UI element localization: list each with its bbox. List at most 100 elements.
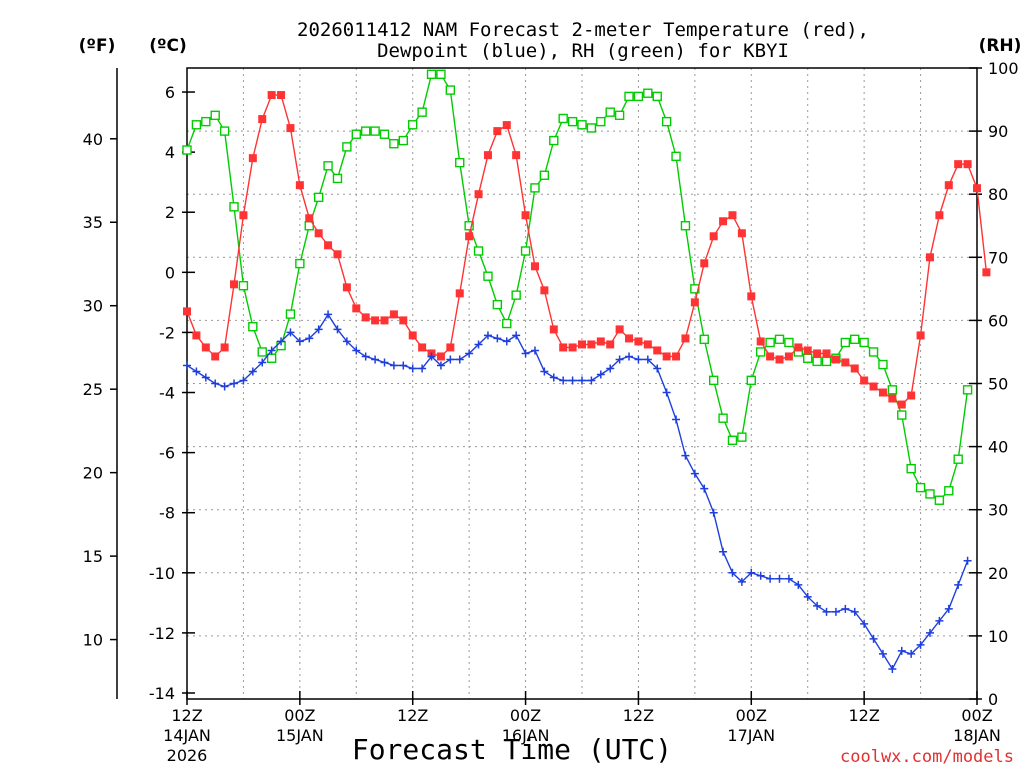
- dewpoint-point: [963, 556, 972, 565]
- temperature-point: [502, 121, 511, 130]
- dewpoint-point: [728, 568, 737, 577]
- temperature-point: [230, 280, 239, 289]
- dewpoint-point: [756, 571, 765, 580]
- rh-point: [549, 135, 559, 146]
- dewpoint-point: [775, 574, 784, 583]
- rh-point: [539, 170, 550, 180]
- temperature-point: [286, 124, 295, 133]
- temperature-point: [737, 229, 746, 238]
- rh-point: [182, 145, 192, 155]
- rh-point: [718, 413, 728, 423]
- dewpoint-point: [709, 508, 718, 517]
- rh-point: [492, 299, 503, 310]
- temperature-point: [465, 232, 474, 241]
- dewpoint-point: [352, 346, 361, 355]
- dewpoint-point: [530, 346, 539, 355]
- x-tick-label-date: 15JAN: [276, 726, 324, 745]
- temperature-point: [681, 334, 690, 343]
- dewpoint-point: [286, 328, 295, 337]
- dewpoint-point: [690, 469, 699, 478]
- dewpoint-point: [634, 355, 643, 364]
- temperature-point: [314, 229, 323, 238]
- dewpoint-point: [408, 364, 417, 373]
- rh-point: [727, 435, 738, 445]
- dewpoint-point: [813, 601, 822, 610]
- x-tick-label-date: 17JAN: [727, 726, 775, 745]
- dewpoint-point: [596, 370, 605, 379]
- temperature-point: [747, 292, 756, 301]
- dewpoint-point: [578, 376, 586, 385]
- dewpoint-point: [559, 376, 568, 385]
- rh-point: [445, 85, 456, 95]
- temperature-point: [625, 334, 634, 343]
- temperature-point: [493, 127, 502, 136]
- rh-point: [417, 107, 427, 117]
- temperature-point: [850, 364, 859, 373]
- dewpoint-point: [220, 382, 229, 391]
- rh-point: [765, 337, 775, 348]
- x-tick-label-time: 12Z: [623, 706, 654, 725]
- temperature-point: [954, 160, 963, 169]
- temperature-point: [540, 286, 549, 295]
- fahrenheit-tick-label: 35: [83, 213, 103, 232]
- temperature-point: [690, 298, 699, 307]
- rh-point: [840, 337, 851, 348]
- rh-unit-label: (RH): [979, 36, 1022, 56]
- dewpoint-point: [841, 604, 850, 613]
- dewpoint-point: [568, 376, 577, 385]
- dewpoint-point: [211, 379, 220, 388]
- rh-point: [897, 410, 907, 420]
- x-tick-label-date: 14JAN: [163, 726, 211, 745]
- dewpoint-point: [822, 607, 831, 616]
- rh-point: [821, 356, 832, 367]
- rh-point: [708, 375, 719, 386]
- temperature-point: [784, 352, 793, 361]
- temperature-point: [342, 283, 351, 292]
- rh-point: [596, 116, 606, 127]
- temperature-point: [615, 325, 624, 334]
- rh-point: [511, 290, 521, 300]
- temperature-point: [258, 115, 267, 124]
- temperature-point: [220, 343, 229, 352]
- temperature-point: [878, 388, 887, 397]
- rh-point: [803, 353, 813, 363]
- dewpoint-point: [305, 334, 314, 343]
- dewpoint-point: [399, 361, 408, 370]
- fahrenheit-tick-label: 40: [83, 130, 103, 149]
- temperature-point: [568, 343, 577, 352]
- rh-point: [859, 337, 869, 348]
- temperature-point: [361, 313, 370, 322]
- rh-point: [313, 192, 324, 203]
- temperature-point: [352, 304, 361, 313]
- rh-tick-label: 40: [988, 438, 1008, 457]
- dewpoint-point: [540, 367, 549, 376]
- dewpoint-point: [860, 619, 869, 628]
- dewpoint-point: [380, 358, 389, 367]
- temperature-point: [418, 343, 427, 352]
- temperature-point: [211, 352, 220, 361]
- dewpoint-point: [907, 649, 916, 658]
- temperature-point: [982, 268, 991, 277]
- fahrenheit-tick-label: 15: [83, 547, 103, 566]
- x-tick-label-time: 00Z: [284, 706, 315, 725]
- dewpoint-point: [766, 574, 775, 583]
- temperature-point: [869, 382, 878, 391]
- temperature-point: [813, 349, 822, 358]
- dewpoint-point: [719, 547, 728, 556]
- temperature-point: [709, 232, 718, 241]
- rh-point: [934, 495, 945, 505]
- rh-point: [238, 280, 249, 291]
- rh-tick-label: 30: [988, 501, 1008, 520]
- temperature-point: [653, 346, 662, 355]
- rh-point: [502, 318, 512, 329]
- tick-labels: 6420-2-4-6-8-10-12-144035302520151010090…: [83, 59, 1019, 765]
- celsius-tick-label: 4: [165, 143, 175, 162]
- dewpoint-point: [625, 352, 634, 361]
- temperature-point: [559, 343, 568, 352]
- chart-title-line2: Dewpoint (blue), RH (green) for KBYI: [377, 40, 789, 62]
- rh-point: [643, 88, 653, 98]
- x-tick-label-time: 00Z: [736, 706, 767, 725]
- temperature-point: [389, 310, 398, 319]
- temperature-point: [700, 259, 709, 268]
